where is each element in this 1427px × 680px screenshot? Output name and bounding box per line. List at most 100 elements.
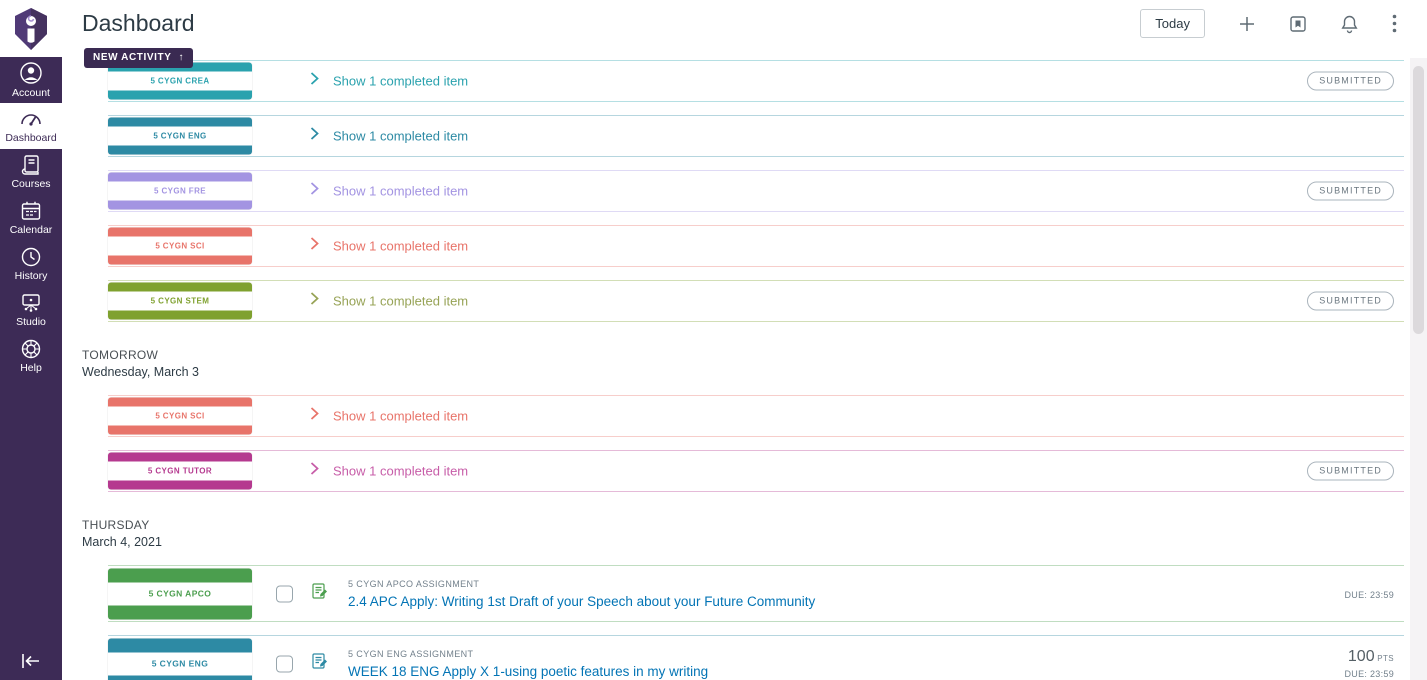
global-nav-sidebar: Account Dashboard Courses Calendar Hist [0, 0, 62, 680]
sidebar-item-label: Courses [11, 178, 51, 190]
course-card[interactable]: 5 CYGN TUTOR [108, 452, 252, 490]
planner-item-row: 5 CYGN SCI Show 1 completed item [108, 395, 1404, 437]
today-button[interactable]: Today [1140, 9, 1205, 38]
show-completed-toggle[interactable]: Show 1 completed item [333, 128, 469, 144]
course-card-band [108, 452, 252, 462]
sidebar-item-label: Studio [16, 316, 46, 328]
main-content: Dashboard Today [62, 0, 1427, 680]
item-checkbox[interactable] [276, 585, 293, 602]
expand-completed-chevron[interactable] [310, 182, 319, 201]
expand-completed-chevron[interactable] [310, 292, 319, 311]
planner-rows: 5 CYGN CREA Show 1 completed item SUBMITTE… [62, 60, 1427, 680]
show-completed-toggle[interactable]: Show 1 completed item [333, 183, 469, 199]
course-card-label: 5 CYGN ENG [108, 126, 252, 146]
course-card-label: 5 CYGN STEM [108, 291, 252, 311]
assignment-meta: DUE: 23:59 [1344, 588, 1394, 600]
assignment-icon [312, 582, 327, 599]
page-title: Dashboard [82, 10, 195, 36]
day-name-label: THURSDAY [82, 518, 150, 532]
assignment-title-link[interactable]: 2.4 APC Apply: Writing 1st Draft of your… [348, 593, 816, 609]
submitted-badge: SUBMITTED [1307, 461, 1394, 481]
course-card[interactable]: 5 CYGN STEM [108, 282, 252, 320]
help-icon [21, 339, 41, 359]
course-card[interactable]: 5 CYGN ENG [108, 638, 252, 680]
course-card-band [108, 117, 252, 127]
submitted-badge: SUBMITTED [1307, 291, 1394, 311]
scrollbar-track[interactable] [1410, 58, 1427, 680]
points-value: 100 PTS [1344, 647, 1394, 667]
show-completed-toggle[interactable]: Show 1 completed item [333, 293, 469, 309]
bell-icon [1341, 15, 1358, 33]
course-card-label: 5 CYGN ENG [108, 652, 252, 675]
sidebar-item-label: Calendar [9, 224, 53, 236]
course-card[interactable]: 5 CYGN APCO [108, 568, 252, 619]
history-icon [21, 247, 41, 267]
courses-icon [21, 155, 39, 175]
collapse-sidebar-button[interactable] [0, 646, 62, 676]
page-header: Dashboard Today [62, 0, 1427, 47]
show-completed-toggle[interactable]: Show 1 completed item [333, 73, 469, 89]
header-actions: Today [1140, 9, 1397, 38]
course-card[interactable]: 5 CYGN CREA [108, 62, 252, 100]
expand-completed-chevron[interactable] [310, 462, 319, 481]
sidebar-item-studio[interactable]: Studio [0, 287, 62, 333]
instructure-logo-icon [15, 7, 47, 50]
planner-item-row: 5 CYGN CREA Show 1 completed item SUBMITTE… [108, 60, 1404, 102]
planner-item-row: 5 CYGN FRE Show 1 completed item SUBMITTED [108, 170, 1404, 212]
day-date-label: Wednesday, March 3 [82, 365, 199, 379]
chevron-right-icon [310, 462, 319, 475]
course-card[interactable]: 5 CYGN SCI [108, 397, 252, 435]
chevron-right-icon [310, 182, 319, 195]
kebab-menu-icon [1392, 14, 1397, 33]
notifications-button[interactable] [1340, 14, 1359, 34]
more-options-button[interactable] [1392, 14, 1397, 33]
submitted-badge: SUBMITTED [1307, 181, 1394, 201]
course-card[interactable]: 5 CYGN SCI [108, 227, 252, 265]
show-completed-toggle[interactable]: Show 1 completed item [333, 463, 469, 479]
course-card-band [108, 480, 252, 490]
new-activity-button[interactable]: NEW ACTIVITY ↑ [84, 48, 194, 68]
expand-completed-chevron[interactable] [310, 407, 319, 426]
course-card-band [108, 172, 252, 182]
item-checkbox[interactable] [276, 655, 293, 672]
points-unit: PTS [1374, 653, 1394, 663]
grades-button[interactable] [1289, 15, 1307, 33]
planner-item-row: 5 CYGN APCO 5 CYGN APCO ASSIGNMENT 2.4 APC… [108, 565, 1404, 622]
plus-icon [1240, 16, 1254, 31]
chevron-right-icon [310, 237, 319, 250]
expand-completed-chevron[interactable] [310, 237, 319, 256]
sidebar-item-dashboard[interactable]: Dashboard [0, 103, 62, 149]
instructure-logo[interactable] [0, 0, 62, 57]
course-card[interactable]: 5 CYGN ENG [108, 117, 252, 155]
arrow-up-icon: ↑ [178, 52, 185, 63]
course-card[interactable]: 5 CYGN FRE [108, 172, 252, 210]
assignment-icon-wrap [311, 652, 328, 675]
course-card-band [108, 145, 252, 155]
chevron-right-icon [310, 407, 319, 420]
course-card-band [108, 638, 252, 652]
user-icon [20, 62, 42, 84]
sidebar-item-history[interactable]: History [0, 241, 62, 287]
show-completed-toggle[interactable]: Show 1 completed item [333, 408, 469, 424]
sidebar-item-help[interactable]: Help [0, 333, 62, 379]
sidebar-item-courses[interactable]: Courses [0, 149, 62, 195]
course-card-band [108, 675, 252, 680]
assignment-title-link[interactable]: WEEK 18 ENG Apply X 1-using poetic featu… [348, 663, 709, 679]
sidebar-item-account[interactable]: Account [0, 57, 62, 103]
expand-completed-chevron[interactable] [310, 127, 319, 146]
sidebar-item-calendar[interactable]: Calendar [0, 195, 62, 241]
chevron-right-icon [310, 292, 319, 305]
due-time: DUE: 23:59 [1344, 668, 1394, 679]
assignment-text: 5 CYGN ENG ASSIGNMENT WEEK 18 ENG Apply X… [348, 649, 708, 679]
add-item-button[interactable] [1238, 15, 1256, 33]
planner-item-row: 5 CYGN ENG Show 1 completed item [108, 115, 1404, 157]
points-number: 100 [1347, 647, 1375, 665]
scrollbar-thumb[interactable] [1413, 66, 1424, 334]
day-name-label: TOMORROW [82, 348, 159, 362]
course-card-label: 5 CYGN TUTOR [108, 461, 252, 481]
day-date-label: March 4, 2021 [82, 535, 162, 549]
assignment-context-label: 5 CYGN APCO ASSIGNMENT [348, 578, 480, 589]
expand-completed-chevron[interactable] [310, 72, 319, 91]
show-completed-toggle[interactable]: Show 1 completed item [333, 238, 469, 254]
course-card-label: 5 CYGN CREA [108, 71, 252, 91]
